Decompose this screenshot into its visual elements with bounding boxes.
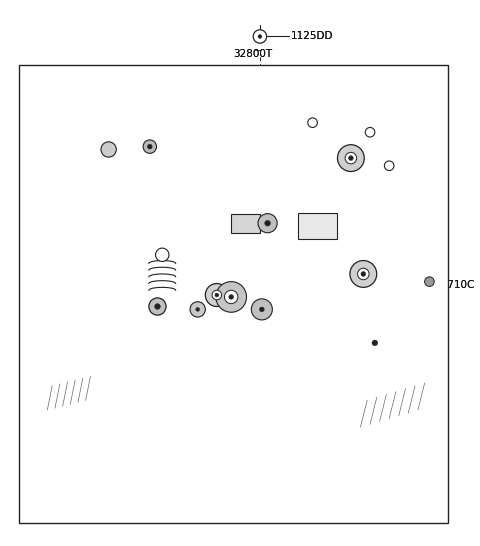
Circle shape — [253, 30, 266, 43]
Text: 43777B: 43777B — [56, 162, 96, 171]
Circle shape — [372, 340, 378, 346]
Circle shape — [365, 127, 375, 137]
Circle shape — [216, 282, 247, 312]
Circle shape — [215, 293, 219, 297]
Text: 32739P: 32739P — [159, 177, 199, 187]
Text: 1310JA: 1310JA — [303, 249, 339, 259]
Circle shape — [252, 299, 272, 320]
Text: 43777B: 43777B — [56, 162, 96, 171]
Text: 1310JA: 1310JA — [303, 249, 339, 259]
Text: 32815: 32815 — [116, 234, 149, 245]
Circle shape — [101, 142, 116, 157]
Text: 32883: 32883 — [246, 333, 279, 343]
Polygon shape — [354, 376, 437, 429]
Text: 32886: 32886 — [375, 288, 408, 298]
Polygon shape — [179, 278, 284, 333]
Text: 93810A: 93810A — [116, 218, 156, 228]
Circle shape — [212, 290, 222, 300]
Bar — [298, 213, 336, 240]
Text: 24626B: 24626B — [56, 118, 96, 128]
Text: 32810F: 32810F — [56, 301, 95, 312]
Circle shape — [156, 248, 169, 262]
Circle shape — [155, 304, 160, 310]
Text: 32710C: 32710C — [434, 281, 475, 290]
Polygon shape — [317, 132, 384, 182]
Circle shape — [361, 271, 366, 276]
Circle shape — [384, 161, 394, 170]
Polygon shape — [42, 381, 93, 412]
Text: 32883: 32883 — [56, 271, 89, 281]
Circle shape — [350, 260, 377, 287]
Polygon shape — [335, 249, 389, 297]
Polygon shape — [97, 383, 185, 429]
Circle shape — [205, 283, 228, 306]
Text: 1125DD: 1125DD — [290, 32, 333, 41]
Circle shape — [147, 144, 152, 149]
Text: 93810A: 93810A — [116, 218, 156, 228]
Bar — [19, 65, 447, 523]
Circle shape — [143, 140, 156, 153]
Polygon shape — [279, 127, 298, 163]
Text: 32739P: 32739P — [159, 177, 199, 187]
Text: 1327AB: 1327AB — [370, 359, 411, 369]
Circle shape — [258, 213, 277, 233]
Text: 32883: 32883 — [56, 271, 89, 281]
Text: 32825: 32825 — [42, 417, 75, 426]
Text: 32800T: 32800T — [233, 49, 272, 59]
Polygon shape — [198, 283, 267, 329]
Text: 24626B: 24626B — [56, 118, 96, 128]
Text: 1125DD: 1125DD — [290, 32, 333, 41]
Circle shape — [425, 277, 434, 287]
Circle shape — [308, 118, 317, 127]
Circle shape — [190, 302, 205, 317]
Circle shape — [196, 307, 200, 311]
Polygon shape — [380, 182, 431, 209]
Polygon shape — [203, 329, 241, 367]
Circle shape — [358, 268, 369, 280]
Circle shape — [258, 34, 262, 38]
Text: 32800T: 32800T — [233, 49, 272, 59]
Text: 32886: 32886 — [375, 288, 408, 298]
Circle shape — [259, 307, 264, 312]
Circle shape — [264, 221, 270, 226]
Circle shape — [337, 145, 364, 171]
Text: 32810F: 32810F — [56, 301, 95, 312]
Text: 32883: 32883 — [246, 333, 279, 343]
Circle shape — [345, 152, 357, 164]
Circle shape — [229, 294, 234, 299]
Circle shape — [149, 298, 166, 315]
Text: 32710C: 32710C — [434, 281, 475, 290]
Polygon shape — [298, 104, 404, 194]
Circle shape — [225, 290, 238, 304]
Text: 32815: 32815 — [116, 234, 149, 245]
Polygon shape — [341, 297, 428, 370]
Bar — [231, 213, 260, 233]
Text: 32825: 32825 — [42, 417, 75, 426]
Circle shape — [348, 156, 353, 161]
Text: 1327AB: 1327AB — [370, 359, 411, 369]
